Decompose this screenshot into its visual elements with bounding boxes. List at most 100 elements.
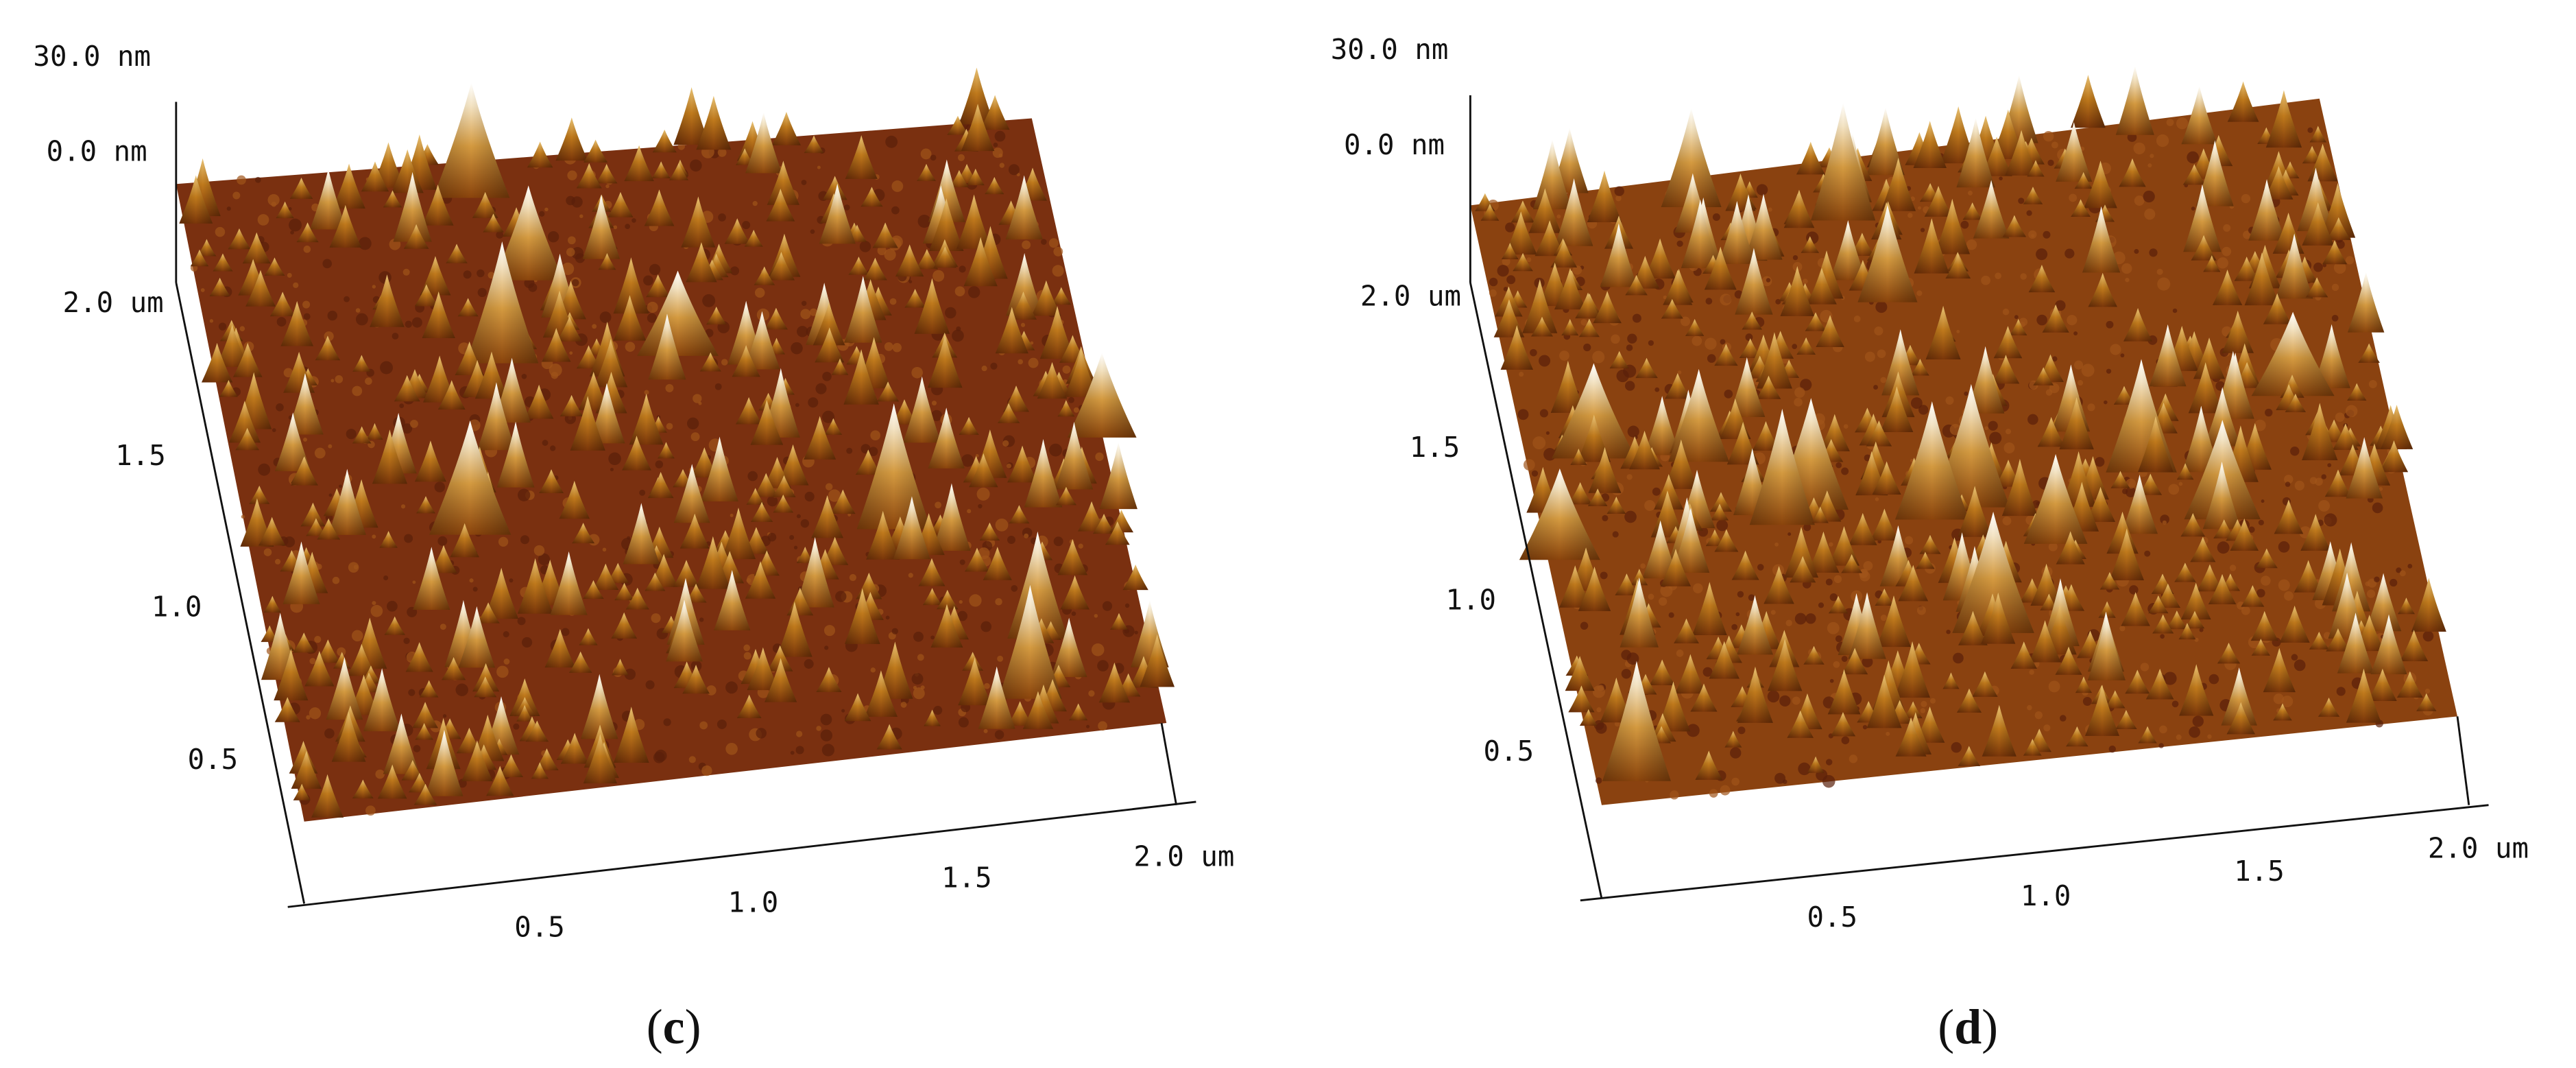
peak-shade xyxy=(2030,563,2062,606)
peak-shade xyxy=(2180,582,2211,620)
texture xyxy=(1580,621,1589,630)
texture xyxy=(1921,700,1927,708)
peak-shade xyxy=(276,201,294,219)
texture xyxy=(908,280,913,284)
texture xyxy=(365,377,372,385)
peak-shade xyxy=(1919,534,1941,554)
peak-shade xyxy=(472,663,500,692)
texture xyxy=(1734,290,1743,299)
texture xyxy=(1720,785,1731,796)
texture xyxy=(1614,186,1624,196)
peak-shade xyxy=(958,657,992,706)
peak-shade xyxy=(824,418,843,435)
peak-shade xyxy=(1110,613,1128,630)
peak-shade xyxy=(766,188,795,222)
texture xyxy=(2159,725,2167,734)
texture xyxy=(365,805,376,816)
peak-shade xyxy=(542,328,571,362)
texture xyxy=(1800,379,1812,391)
peak-shade xyxy=(1829,219,1866,281)
texture xyxy=(1024,533,1029,538)
texture xyxy=(2043,724,2051,732)
texture xyxy=(649,263,661,276)
peak-shade xyxy=(2086,486,2116,522)
peak-shade xyxy=(777,601,812,657)
peak-shade xyxy=(2071,75,2106,128)
peak-shade xyxy=(1695,750,1723,780)
peak-shade xyxy=(754,266,775,285)
peak-shade xyxy=(484,567,519,619)
peak-shade xyxy=(2230,518,2259,551)
texture xyxy=(403,637,410,645)
texture xyxy=(542,440,549,446)
peak-shade xyxy=(282,541,320,604)
peak-shade xyxy=(904,289,926,308)
peak-shade xyxy=(1550,239,1578,268)
peak-shade xyxy=(2202,462,2241,530)
peak-shade xyxy=(1064,348,1098,397)
texture xyxy=(801,180,807,185)
texture xyxy=(517,617,526,626)
peak-shade xyxy=(1714,529,1739,552)
peak-shade xyxy=(1069,703,1088,721)
peak-shade xyxy=(1842,648,1868,675)
texture xyxy=(1008,164,1020,176)
texture xyxy=(2284,475,2294,484)
peak-shade xyxy=(1007,445,1038,483)
peak-shade xyxy=(2208,573,2237,604)
texture xyxy=(411,317,422,328)
peak-shade xyxy=(415,723,433,740)
peak-shade xyxy=(1642,520,1678,579)
texture xyxy=(1053,536,1063,547)
peak-shade xyxy=(1731,550,1759,580)
texture xyxy=(2331,283,2339,292)
texture xyxy=(717,147,727,157)
x-label: 1.0 xyxy=(728,886,779,918)
x-label: 0.5 xyxy=(1807,901,1857,934)
texture xyxy=(1829,593,1838,602)
peak-shade xyxy=(1742,311,1762,330)
peak-shade xyxy=(1575,292,1601,319)
peak-shade xyxy=(866,510,900,560)
peak-shade xyxy=(2368,668,2397,701)
peak-shade xyxy=(1807,531,1840,573)
peak-shade xyxy=(765,658,797,702)
texture xyxy=(550,445,556,451)
peak-shade xyxy=(379,531,398,548)
peak-shade xyxy=(1894,641,1931,698)
peak-shade xyxy=(876,724,902,750)
texture xyxy=(1659,597,1668,606)
texture xyxy=(372,534,376,539)
texture xyxy=(997,655,1004,662)
peak-shade xyxy=(606,562,629,583)
texture xyxy=(1519,372,1524,377)
peak-shade xyxy=(985,176,1004,195)
panel-d: 30.0 nm 0.0 nm 2.0 um 1.5 1.0 0.5 0.5 1.… xyxy=(1331,33,2529,1054)
peak-shade xyxy=(363,668,401,732)
texture xyxy=(290,230,294,235)
texture xyxy=(2150,154,2154,158)
texture xyxy=(592,324,597,329)
texture xyxy=(754,287,765,298)
texture xyxy=(730,266,740,276)
texture xyxy=(1880,614,1887,621)
texture xyxy=(2144,550,2151,557)
peak-shade xyxy=(1629,430,1660,470)
texture xyxy=(314,636,322,643)
peak-shade xyxy=(2184,610,2205,629)
texture xyxy=(1611,334,1620,344)
texture xyxy=(1964,391,1969,396)
peak-shade xyxy=(1982,704,2017,757)
texture xyxy=(2176,734,2182,740)
peak-shade xyxy=(1685,319,1705,336)
texture xyxy=(824,645,829,650)
texture xyxy=(884,248,896,261)
texture xyxy=(1873,385,1878,390)
peak-shade xyxy=(745,561,776,599)
peak-shade xyxy=(724,218,750,244)
texture xyxy=(800,309,811,320)
peak-shade xyxy=(1739,338,1761,359)
peak-shade xyxy=(1796,141,1825,175)
peak-shade xyxy=(1801,236,1820,253)
texture xyxy=(2168,484,2180,495)
